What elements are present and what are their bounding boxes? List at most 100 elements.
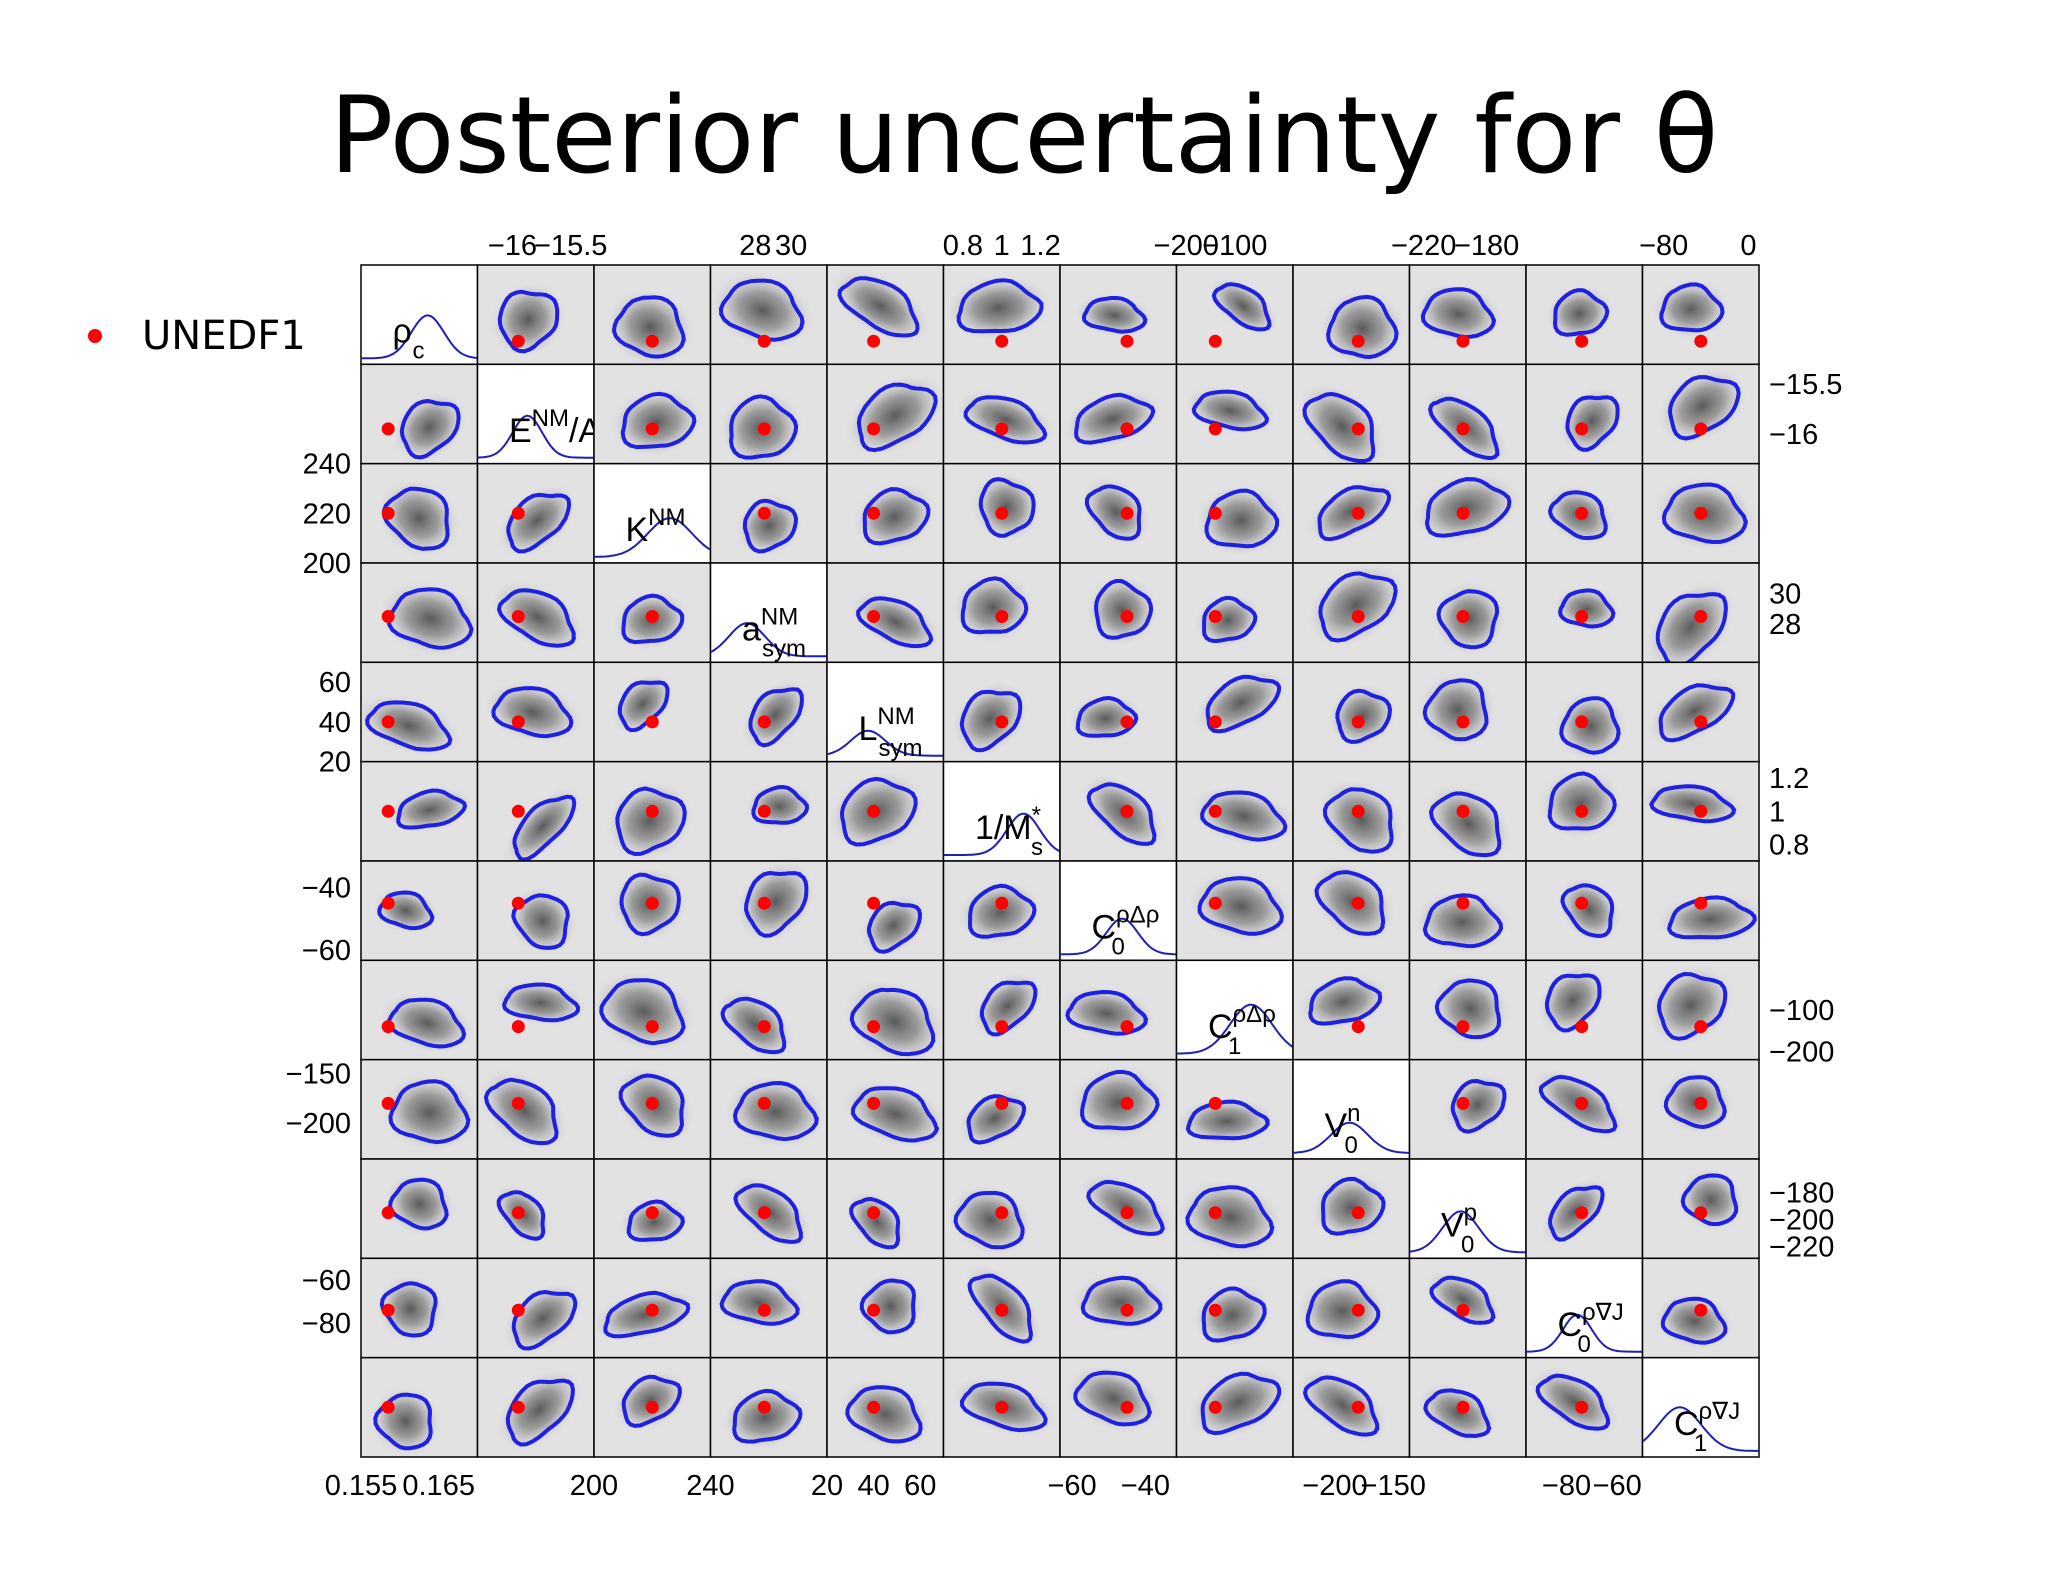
credible-contour bbox=[1659, 282, 1725, 333]
param-label: KNM bbox=[625, 504, 685, 549]
panel-1-11 bbox=[1641, 363, 1760, 465]
param-label: ρ bbox=[392, 312, 411, 350]
param-label-main: V bbox=[1441, 1206, 1464, 1244]
unedf1-point bbox=[1351, 334, 1365, 348]
credible-contour bbox=[505, 1378, 575, 1447]
right-tick-label: 0.8 bbox=[1769, 829, 1809, 861]
panel-7-10 bbox=[1525, 959, 1644, 1061]
unedf1-point bbox=[1120, 1303, 1134, 1317]
top-tick-label: −200 bbox=[1154, 230, 1219, 262]
unedf1-point bbox=[1694, 1206, 1708, 1220]
panel-5-3 bbox=[709, 760, 828, 862]
unedf1-point bbox=[1694, 715, 1708, 729]
panel-0-2 bbox=[593, 264, 712, 366]
unedf1-point bbox=[1120, 715, 1134, 729]
bottom-tick-label: −200 bbox=[1302, 1470, 1367, 1502]
density-shade bbox=[957, 1088, 1032, 1149]
credible-contour bbox=[1302, 392, 1376, 463]
panel-11-10 bbox=[1525, 1356, 1644, 1458]
density-shade bbox=[502, 785, 583, 862]
credible-contour bbox=[963, 395, 1048, 445]
param-label: aNM bbox=[742, 603, 798, 648]
unedf1-point bbox=[1351, 1400, 1365, 1414]
unedf1-point bbox=[757, 334, 771, 348]
panel-0-9 bbox=[1408, 264, 1527, 366]
unedf1-point bbox=[1120, 1206, 1134, 1220]
unedf1-point bbox=[1575, 804, 1589, 818]
unedf1-point bbox=[1351, 422, 1365, 436]
marginal-density-curve bbox=[477, 414, 594, 459]
panel-1-5 bbox=[942, 363, 1061, 465]
credible-contour bbox=[1558, 588, 1616, 629]
unedf1-point bbox=[995, 896, 1009, 910]
credible-contour bbox=[1080, 1275, 1163, 1326]
left-tick-label: 60 bbox=[319, 667, 351, 699]
panel-2-8 bbox=[1292, 462, 1411, 564]
credible-contour bbox=[1668, 375, 1741, 441]
panel-5-8 bbox=[1292, 760, 1411, 862]
density-shade bbox=[1305, 563, 1407, 649]
credible-contour bbox=[959, 1381, 1048, 1433]
unedf1-point bbox=[995, 1400, 1009, 1414]
density-shade bbox=[477, 1068, 570, 1153]
unedf1-point bbox=[645, 715, 659, 729]
credible-contour bbox=[1317, 485, 1391, 542]
unedf1-point bbox=[645, 334, 659, 348]
panel-6-2 bbox=[593, 860, 712, 962]
unedf1-point bbox=[511, 334, 525, 348]
panel-6-5 bbox=[942, 860, 1061, 962]
credible-contour bbox=[1663, 1075, 1727, 1129]
panel-2-1 bbox=[476, 462, 595, 564]
credible-contour bbox=[956, 278, 1044, 334]
unedf1-point bbox=[1351, 506, 1365, 520]
unedf1-point bbox=[1575, 422, 1589, 436]
marginal-density-curve bbox=[1409, 1210, 1526, 1254]
credible-contour bbox=[719, 278, 805, 342]
unedf1-point bbox=[381, 610, 395, 623]
diag-panel-bg bbox=[1408, 1158, 1527, 1260]
credible-contour bbox=[497, 289, 560, 354]
credible-contour bbox=[1335, 688, 1392, 744]
credible-contour bbox=[611, 295, 686, 359]
panel-6-4 bbox=[826, 860, 945, 962]
panel-5-7 bbox=[1175, 760, 1294, 862]
panel-2-5 bbox=[942, 462, 1061, 564]
unedf1-point bbox=[1456, 804, 1470, 818]
panel-1-7 bbox=[1175, 363, 1294, 465]
left-tick-label: 220 bbox=[303, 498, 351, 530]
density-shade bbox=[496, 483, 578, 559]
panel-0-3 bbox=[709, 264, 828, 366]
density-shade bbox=[1296, 1366, 1390, 1444]
panel-11-1 bbox=[476, 1356, 595, 1458]
credible-contour bbox=[496, 1190, 546, 1241]
credible-contour bbox=[967, 1273, 1033, 1344]
param-label-sub: 1 bbox=[1228, 1033, 1241, 1060]
unedf1-point bbox=[1456, 506, 1470, 520]
density-shade bbox=[845, 1189, 909, 1255]
unedf1-point bbox=[381, 1400, 395, 1414]
credible-contour bbox=[1538, 1074, 1618, 1134]
credible-contour bbox=[1423, 1388, 1492, 1438]
panel-8-1 bbox=[476, 1058, 595, 1160]
unedf1-point bbox=[1120, 804, 1134, 818]
credible-contour bbox=[511, 893, 570, 950]
unedf1-point bbox=[867, 506, 881, 520]
panel-9-10 bbox=[1525, 1158, 1644, 1260]
unedf1-point bbox=[1456, 896, 1470, 910]
credible-contour bbox=[484, 1077, 559, 1146]
right-tick-label: 28 bbox=[1769, 609, 1801, 641]
density-shade bbox=[1528, 1365, 1621, 1438]
bottom-tick-label: 0.155 bbox=[325, 1470, 398, 1502]
credible-contour bbox=[1667, 895, 1757, 940]
left-tick-label: −60 bbox=[302, 1265, 351, 1297]
credible-contour bbox=[1428, 396, 1500, 461]
param-label-sup: NM bbox=[877, 703, 914, 730]
panel-7-5 bbox=[942, 959, 1061, 1061]
credible-contour bbox=[840, 776, 918, 847]
panel-1-8 bbox=[1292, 363, 1411, 465]
panel-10-5 bbox=[942, 1257, 1061, 1359]
param-label: 1/M* bbox=[975, 802, 1041, 847]
unedf1-point bbox=[1208, 896, 1222, 910]
